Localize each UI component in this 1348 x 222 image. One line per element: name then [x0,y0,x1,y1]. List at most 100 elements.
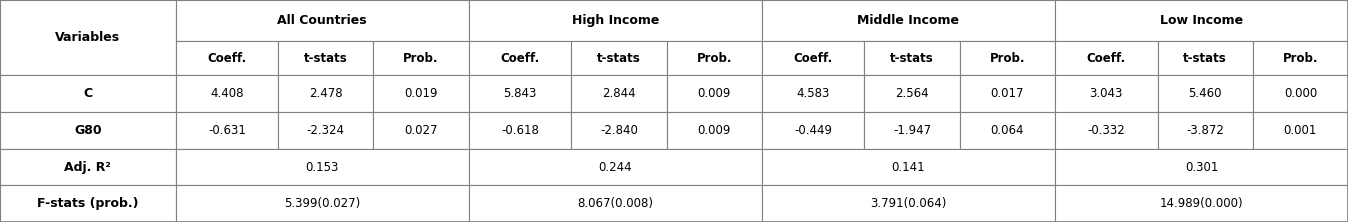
Text: 0.009: 0.009 [697,87,731,100]
Bar [469,75,572,112]
Bar [666,75,762,112]
Bar [1252,112,1348,149]
Bar [960,112,1055,149]
Text: -0.618: -0.618 [501,124,539,137]
Text: 0.001: 0.001 [1283,124,1317,137]
Text: 0.017: 0.017 [991,87,1024,100]
Text: All Countries: All Countries [278,14,367,27]
Bar [864,75,960,112]
Bar [175,185,469,222]
Bar [278,112,373,149]
Text: C: C [84,87,93,100]
Text: Prob.: Prob. [697,52,732,65]
Text: Coeff.: Coeff. [208,52,247,65]
Text: 0.019: 0.019 [404,87,438,100]
Bar [469,112,572,149]
Bar [373,112,469,149]
Text: Middle Income: Middle Income [857,14,960,27]
Text: -3.872: -3.872 [1186,124,1224,137]
Bar [0,0,175,75]
Text: Adj. R²: Adj. R² [65,161,112,174]
Text: Coeff.: Coeff. [500,52,539,65]
Bar [175,41,278,75]
Bar [278,75,373,112]
Text: 8.067(0.008): 8.067(0.008) [577,197,654,210]
Bar [1055,41,1158,75]
Bar [572,75,666,112]
Text: t-stats: t-stats [1184,52,1227,65]
Text: -0.449: -0.449 [794,124,832,137]
Text: Coeff.: Coeff. [1086,52,1126,65]
Text: t-stats: t-stats [303,52,348,65]
Bar [373,41,469,75]
Bar [1158,41,1252,75]
Bar [175,149,469,185]
Bar [1055,0,1348,41]
Bar [1055,112,1158,149]
Text: Prob.: Prob. [989,52,1024,65]
Text: 4.583: 4.583 [797,87,830,100]
Text: 0.244: 0.244 [599,161,632,174]
Text: 2.844: 2.844 [603,87,636,100]
Bar [1158,112,1252,149]
Bar [762,41,864,75]
Text: 0.000: 0.000 [1283,87,1317,100]
Bar [762,185,1055,222]
Bar [175,0,469,41]
Text: 4.408: 4.408 [210,87,244,100]
Bar [762,75,864,112]
Text: t-stats: t-stats [597,52,640,65]
Bar [0,185,175,222]
Text: 3.791(0.064): 3.791(0.064) [871,197,946,210]
Text: -2.324: -2.324 [307,124,345,137]
Bar [175,112,278,149]
Text: 0.153: 0.153 [306,161,338,174]
Bar [469,185,762,222]
Bar [864,41,960,75]
Text: -0.631: -0.631 [208,124,245,137]
Text: 0.064: 0.064 [991,124,1024,137]
Text: 0.009: 0.009 [697,124,731,137]
Bar [278,41,373,75]
Text: F-stats (prob.): F-stats (prob.) [36,197,139,210]
Text: High Income: High Income [572,14,659,27]
Bar [469,149,762,185]
Text: G80: G80 [74,124,101,137]
Text: -0.332: -0.332 [1088,124,1126,137]
Bar [960,41,1055,75]
Bar [469,41,572,75]
Bar [175,75,278,112]
Bar [960,75,1055,112]
Bar [572,41,666,75]
Text: 5.843: 5.843 [503,87,537,100]
Text: 5.399(0.027): 5.399(0.027) [284,197,360,210]
Text: Coeff.: Coeff. [794,52,833,65]
Text: 14.989(0.000): 14.989(0.000) [1159,197,1243,210]
Bar [1252,75,1348,112]
Bar [1158,75,1252,112]
Text: 5.460: 5.460 [1189,87,1221,100]
Bar [666,112,762,149]
Bar [0,149,175,185]
Bar [1252,41,1348,75]
Text: Prob.: Prob. [1283,52,1318,65]
Bar [1055,75,1158,112]
Bar [572,112,666,149]
Bar [762,0,1055,41]
Bar [0,75,175,112]
Text: 2.564: 2.564 [895,87,929,100]
Text: 0.301: 0.301 [1185,161,1219,174]
Text: t-stats: t-stats [890,52,934,65]
Text: Low Income: Low Income [1159,14,1243,27]
Text: 0.141: 0.141 [891,161,925,174]
Text: 2.478: 2.478 [309,87,342,100]
Bar [1055,185,1348,222]
Text: 3.043: 3.043 [1089,87,1123,100]
Text: -2.840: -2.840 [600,124,638,137]
Bar [1055,149,1348,185]
Bar [762,149,1055,185]
Bar [666,41,762,75]
Bar [469,0,762,41]
Bar [373,75,469,112]
Text: 0.027: 0.027 [404,124,438,137]
